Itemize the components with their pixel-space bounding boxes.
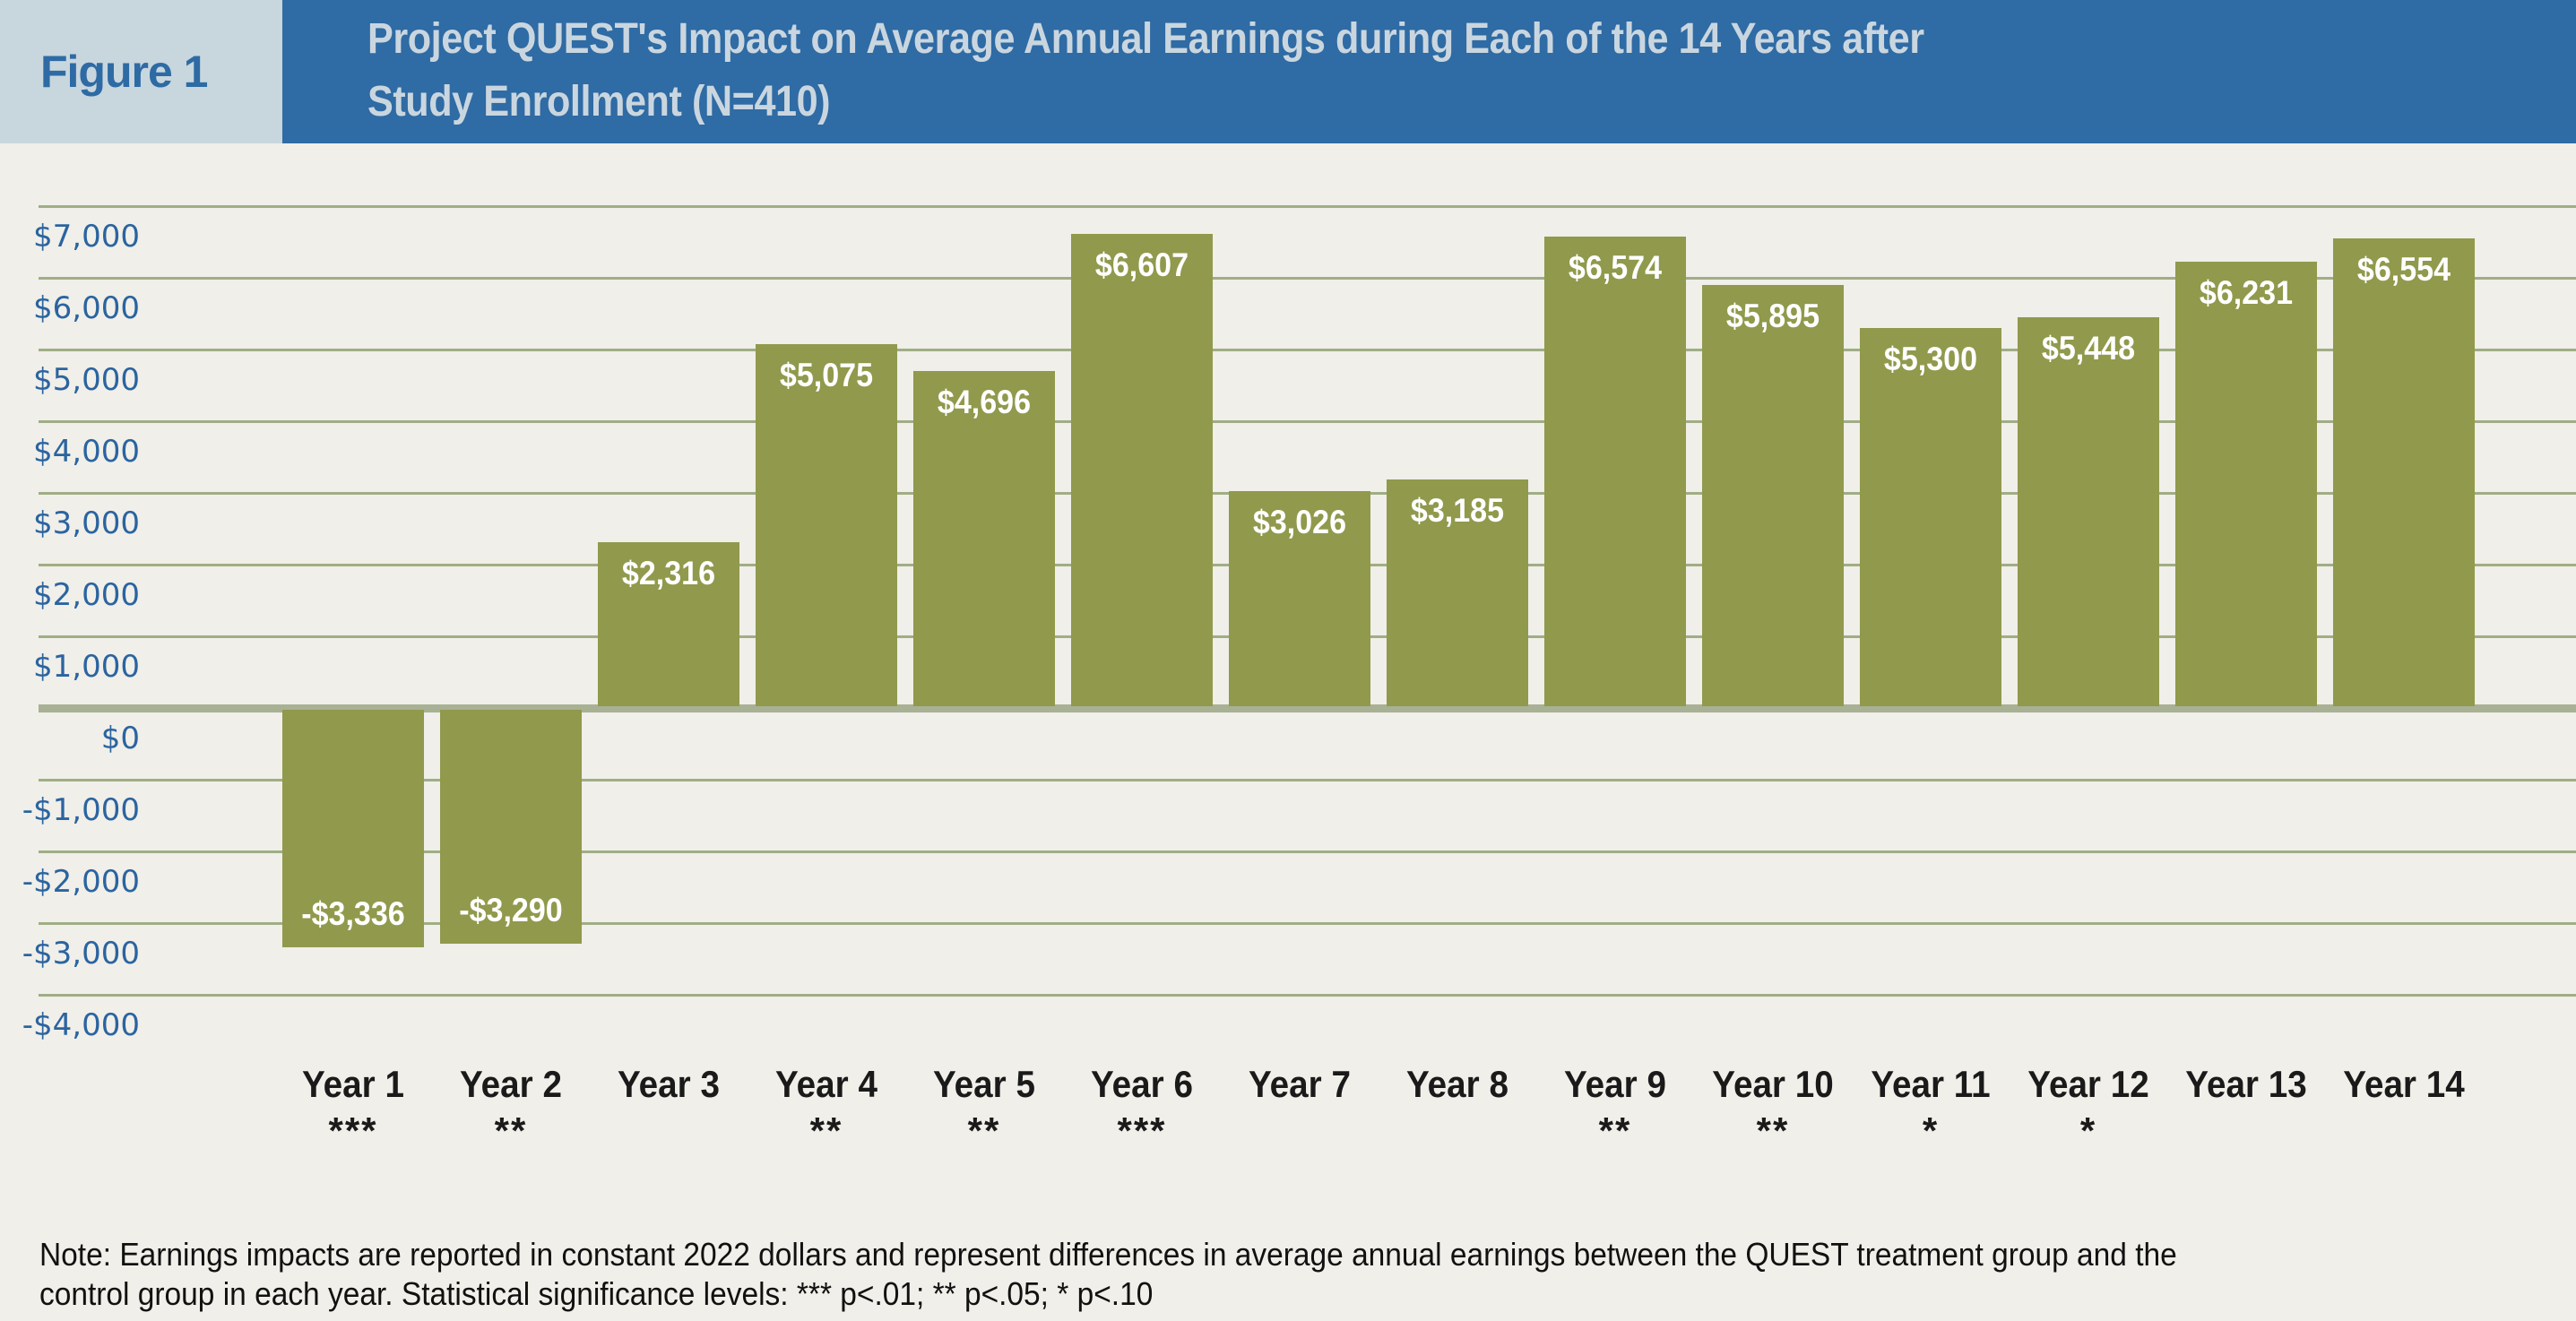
x-axis-label: Year 5 — [933, 1063, 1035, 1105]
footnote-line-1: Note: Earnings impacts are reported in c… — [39, 1236, 2177, 1273]
bar — [1544, 237, 1686, 706]
bar — [1387, 479, 1528, 706]
x-axis-label: Year 8 — [1406, 1063, 1508, 1105]
bar — [756, 344, 897, 706]
bar-value-label: $6,554 — [2356, 250, 2451, 288]
y-axis-tick-label: -$4,000 — [22, 1007, 140, 1043]
bar-value-label: $6,574 — [1568, 249, 1663, 287]
gridline — [39, 993, 2576, 997]
x-axis-label: Year 10 — [1712, 1063, 1834, 1105]
significance-stars: *** — [1117, 1109, 1167, 1152]
x-axis-label: Year 12 — [2027, 1063, 2149, 1105]
zero-axis-line — [39, 704, 2576, 712]
bar — [1229, 490, 1370, 706]
gridline — [39, 419, 2576, 423]
y-axis-tick-label: $7,000 — [33, 219, 140, 255]
y-axis-tick-label: -$3,000 — [22, 936, 140, 971]
bar — [2018, 317, 2159, 706]
y-axis-tick-label: $4,000 — [33, 434, 140, 470]
gridline — [39, 778, 2576, 781]
y-axis-tick-label: $3,000 — [33, 505, 140, 541]
significance-stars: ** — [494, 1109, 528, 1152]
bar — [1702, 285, 1844, 706]
bar — [598, 541, 739, 706]
bar-value-label: $4,696 — [937, 384, 1032, 421]
bar-value-label: $6,607 — [1094, 246, 1189, 284]
bar — [913, 371, 1055, 706]
bar — [2333, 237, 2475, 706]
y-axis-tick-label: $1,000 — [33, 649, 140, 685]
bar-value-label: $2,316 — [621, 554, 716, 591]
x-axis-label: Year 3 — [618, 1063, 720, 1105]
bar-value-label: $5,300 — [1883, 341, 1978, 377]
gridline — [39, 850, 2576, 853]
figure-number-box: Figure 1 — [0, 0, 282, 143]
figure-title-line-1: Project QUEST's Impact on Average Annual… — [367, 15, 1924, 63]
significance-stars: ** — [967, 1109, 1001, 1152]
significance-stars: * — [1922, 1109, 1940, 1152]
bar-value-label: -$3,290 — [459, 892, 563, 929]
figure-title-line-2: Study Enrollment (N=410) — [367, 78, 831, 125]
x-axis-label: Year 9 — [1564, 1063, 1666, 1105]
x-axis-label: Year 6 — [1091, 1063, 1193, 1105]
bar — [440, 710, 582, 945]
bar — [2175, 261, 2317, 706]
y-axis-tick-label: -$2,000 — [22, 864, 140, 900]
y-axis-tick-label: $5,000 — [33, 362, 140, 398]
bar-value-label: $6,231 — [2199, 273, 2294, 311]
y-axis-tick-label: $6,000 — [33, 290, 140, 326]
x-axis-label: Year 11 — [1871, 1063, 1991, 1105]
significance-stars: ** — [1598, 1109, 1632, 1152]
bar — [1860, 328, 2001, 706]
gridline — [39, 348, 2576, 351]
x-axis-label: Year 4 — [775, 1063, 877, 1105]
figure-footnote: Note: Earnings impacts are reported in c… — [39, 1235, 2177, 1314]
significance-stars: ** — [809, 1109, 843, 1152]
bar — [1071, 234, 1213, 706]
y-axis-tick-label: $0 — [100, 721, 140, 756]
bar-value-label: $3,026 — [1252, 503, 1347, 540]
gridline — [39, 276, 2576, 280]
bar-value-label: $5,448 — [2041, 330, 2136, 367]
bar-value-label: $3,185 — [1410, 492, 1505, 530]
x-axis-label: Year 7 — [1249, 1063, 1351, 1105]
bar — [282, 710, 424, 947]
significance-stars: * — [2079, 1109, 2097, 1152]
bar-value-label: $5,075 — [779, 357, 874, 393]
x-axis-label: Year 2 — [460, 1063, 562, 1105]
figure-number-label: Figure 1 — [40, 47, 208, 97]
bar-value-label: -$3,336 — [301, 894, 405, 932]
x-axis-label: Year 13 — [2185, 1063, 2307, 1105]
gridline — [39, 921, 2576, 925]
footnote-line-2: control group in each year. Statistical … — [39, 1275, 1154, 1312]
significance-stars: ** — [1756, 1109, 1790, 1152]
x-axis-label: Year 14 — [2343, 1063, 2465, 1105]
gridline — [39, 204, 2576, 208]
figure-title-band: Project QUEST's Impact on Average Annual… — [282, 0, 2576, 143]
significance-stars: *** — [328, 1109, 378, 1152]
y-axis-tick-label: -$1,000 — [22, 792, 140, 828]
x-axis-label: Year 1 — [302, 1063, 404, 1105]
bar-value-label: $5,895 — [1725, 298, 1820, 335]
y-axis-tick-label: $2,000 — [33, 577, 140, 613]
